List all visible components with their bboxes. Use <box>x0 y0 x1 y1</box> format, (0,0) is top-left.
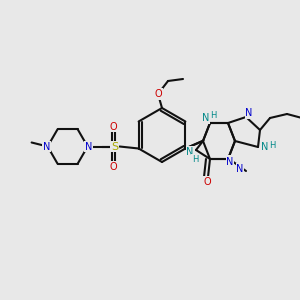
Text: N: N <box>245 108 253 118</box>
Text: O: O <box>154 89 162 99</box>
Text: O: O <box>110 122 117 131</box>
Text: N: N <box>202 113 210 123</box>
Text: H: H <box>192 154 198 164</box>
Text: O: O <box>110 161 117 172</box>
Text: N: N <box>261 142 269 152</box>
Text: N: N <box>186 147 194 157</box>
Text: H: H <box>210 110 216 119</box>
Text: N: N <box>236 164 244 174</box>
Text: N: N <box>226 157 234 167</box>
Text: N: N <box>226 156 234 166</box>
Text: N: N <box>85 142 92 152</box>
Text: H: H <box>269 142 275 151</box>
Text: O: O <box>203 177 211 187</box>
Text: N: N <box>43 142 50 152</box>
Text: S: S <box>111 142 118 152</box>
